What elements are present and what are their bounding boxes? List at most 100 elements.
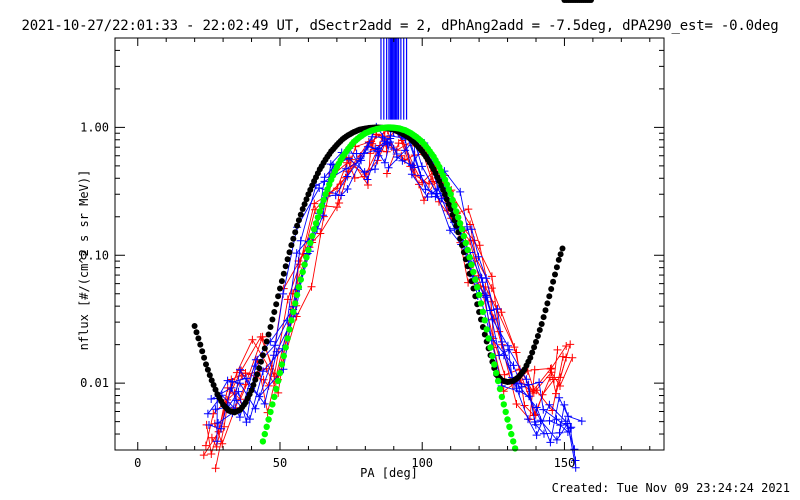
y-tick-label: 0.01 [80,376,109,390]
red-series-left-point [333,203,341,212]
green-fit-dot [269,401,276,408]
black-fit-dot [534,333,541,339]
red-series-right-point [556,382,564,390]
black-fit-dot [536,327,543,333]
green-fit-dot [460,232,468,240]
green-fit-dot [286,326,293,333]
black-fit-dot [288,242,295,249]
green-fit-dot [449,196,456,204]
green-fit-dot [502,408,509,416]
black-fit-dot [265,331,272,338]
black-fit-dot [278,278,285,285]
chart-title: 2021-10-27/22:01:33 - 22:02:49 UT, dSect… [21,18,779,34]
green-fit-dot [318,202,325,209]
green-fit-dot [324,186,331,193]
red-series-left-point [258,332,267,341]
green-fit-dot [274,377,282,385]
blue-series-right-point [505,345,514,354]
black-fit-dot [546,293,553,300]
axes-group: 0 50 100 150 0.01 0.10 1.00 [80,37,665,470]
green-fit-dot [265,416,272,423]
blue-series-left-point [236,365,244,374]
black-fit-dot [542,307,549,314]
blue-series-right-point [539,405,548,414]
x-tick-label: 100 [411,456,433,470]
blue-series-left-point [235,413,244,422]
blue-series-right-point [524,415,532,424]
black-fit-dot [559,245,566,252]
blue-series-right-point [531,420,540,429]
blue-series-right-point [446,226,454,235]
blue-series-right-point [517,382,526,391]
plot-frame [114,37,665,451]
blue-series-right-point [532,431,541,440]
black-fit-dot [538,321,545,327]
red-series-left-point [350,174,359,182]
green-fit-dot [491,361,498,368]
black-fit-dot [553,264,560,271]
blue-series-left-point [365,138,374,147]
blue-series-left-point [207,395,216,403]
green-fit-dot [493,369,500,377]
blue-series-left-point [363,175,372,184]
red-series-right-point [550,375,558,384]
black-fit-dot [210,382,217,388]
blue-series-right-point [386,131,395,140]
blue-series-right-point [408,161,417,170]
x-tick-label: 0 [134,456,141,470]
blue-series-left-point [203,409,212,418]
red-series-right-point [530,365,539,374]
green-fit-dot [282,344,289,351]
blue-series-right-point [535,378,544,387]
blue-series-right-point [560,400,569,409]
red-series-right-point [553,345,562,354]
blue-series-left-point [205,421,213,429]
black-fit-dot [263,338,270,345]
black-fit-dot [275,293,282,300]
blue-series-right-point [545,416,554,425]
black-fit-dot [292,229,299,236]
green-fit-dot [288,317,295,324]
blue-series-right-point [431,192,440,201]
blue-series-left-point [374,151,383,160]
black-fit-dot [267,324,274,330]
black-fit-dot [557,251,564,258]
black-fit-dot [442,191,448,198]
red-series-right-point [500,370,509,379]
green-fit-dot [303,254,310,261]
red-series-left-point [248,335,257,344]
blue-series-right-point [407,170,416,179]
red-series-right-point [546,365,555,373]
blue-series-right-point [552,435,561,444]
red-series-left-point [319,212,328,221]
black-fit-dot [445,201,452,208]
green-fit-dot [290,308,297,315]
green-fit-dot [472,276,479,283]
black-fit-dot [271,309,278,315]
blue-series-right-point [571,463,580,472]
red-series-right-point [382,169,391,178]
black-fit-dot [529,349,536,356]
blue-series-left-point [260,399,269,408]
blue-series-left-point [223,376,232,385]
black-fit-dot [533,338,539,345]
blue-series-group [203,122,586,472]
blue-series-left-point [343,172,352,181]
black-fit-dot [203,361,209,368]
red-series-left-point [218,439,227,448]
red-series-right-point [397,151,406,160]
green-fit-dot [307,239,314,247]
green-fit-dot [305,246,312,254]
black-fit-dot [299,206,306,212]
green-fit-dot [475,291,483,299]
black-fit-dot [195,335,202,342]
black-fit-dot [254,371,261,378]
green-fit-dot [297,276,304,283]
black-fit-dot [252,376,259,383]
blue-series-left-point [371,144,380,153]
red-series-left-point [310,199,319,208]
black-fit-dot [282,263,289,270]
green-fit-dot [326,181,333,188]
created-timestamp: Created: Tue Nov 09 23:24:24 2021 [551,481,790,495]
